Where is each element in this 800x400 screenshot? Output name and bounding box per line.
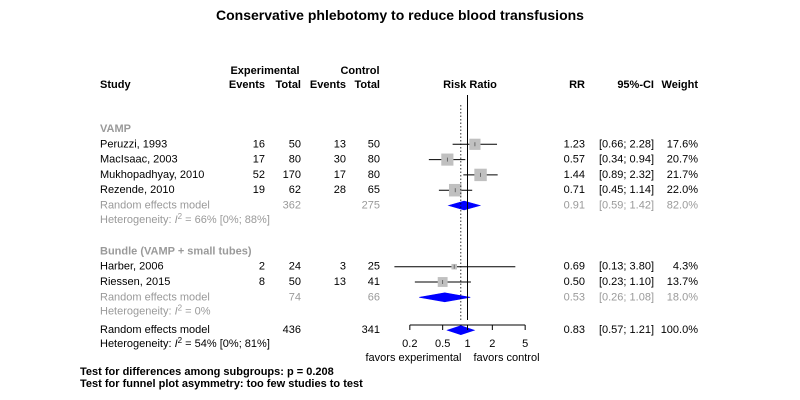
header-events-experimental: Events — [229, 79, 265, 91]
total-experimental: 62 — [289, 184, 301, 196]
ci-value: [0.45; 1.14] — [599, 184, 654, 196]
weight-value: 20.7% — [667, 154, 698, 166]
weight-value: 22.0% — [667, 184, 698, 196]
events-experimental: 16 — [253, 138, 265, 150]
ci-value: [0.34; 0.94] — [599, 154, 654, 166]
weight-value: 4.3% — [673, 261, 698, 273]
subgroup-total-control: 66 — [368, 291, 380, 303]
study-name: MacIsaac, 2003 — [100, 154, 178, 166]
total-experimental: 50 — [289, 138, 301, 150]
subgroup-pooled-label: Random effects model — [100, 291, 210, 303]
ci-value: [0.23; 1.10] — [599, 276, 654, 288]
footnote: Test for funnel plot asymmetry: too few … — [80, 378, 363, 390]
overall-total-experimental: 436 — [283, 324, 301, 336]
overall-heterogeneity: Heterogeneity: I2 = 54% [0%; 81%] — [100, 336, 270, 351]
header-study: Study — [100, 79, 131, 91]
study-name: Riessen, 2015 — [100, 276, 170, 288]
subgroup-weight: 18.0% — [667, 291, 698, 303]
subgroup-rr: 0.91 — [564, 200, 585, 212]
x-tick-label: 5 — [522, 338, 528, 350]
rr-value: 0.69 — [564, 261, 585, 273]
favors-experimental-label: favors experimental — [366, 352, 462, 364]
chart-title: Conservative phlebotomy to reduce blood … — [216, 7, 584, 23]
subgroup-weight: 82.0% — [667, 200, 698, 212]
weight-value: 21.7% — [667, 169, 698, 181]
study-name: Mukhopadhyay, 2010 — [100, 169, 204, 181]
header-events-control: Events — [310, 79, 346, 91]
overall-label: Random effects model — [100, 324, 210, 336]
total-experimental: 170 — [283, 169, 301, 181]
rr-value: 1.23 — [564, 138, 585, 150]
total-control: 65 — [368, 184, 380, 196]
total-control: 50 — [368, 138, 380, 150]
weight-value: 13.7% — [667, 276, 698, 288]
total-control: 80 — [368, 169, 380, 181]
subgroup-diamond — [419, 292, 471, 303]
header-total-control: Total — [355, 79, 380, 91]
header-control: Control — [340, 65, 379, 77]
rr-value: 0.57 — [564, 154, 585, 166]
overall-ci: [0.57; 1.21] — [599, 324, 654, 336]
favors-control-label: favors control — [474, 352, 540, 364]
study-name: Rezende, 2010 — [100, 184, 175, 196]
header-ci: 95%-CI — [617, 79, 654, 91]
overall-diamond — [446, 325, 476, 336]
subgroup-label: Bundle (VAMP + small tubes) — [100, 245, 252, 257]
subgroup-total-control: 275 — [362, 200, 380, 212]
overall-rr: 0.83 — [564, 324, 585, 336]
events-control: 30 — [334, 154, 346, 166]
subgroup-heterogeneity: Heterogeneity: I2 = 0% — [100, 303, 211, 318]
x-tick-label: 0.2 — [402, 338, 417, 350]
header-weight: Weight — [662, 79, 699, 91]
subgroup-ci: [0.59; 1.42] — [599, 200, 654, 212]
total-control: 41 — [368, 276, 380, 288]
header-risk-ratio: Risk Ratio — [443, 79, 497, 91]
x-tick-label: 0.5 — [435, 338, 450, 350]
total-experimental: 50 — [289, 276, 301, 288]
events-experimental: 52 — [253, 169, 265, 181]
subgroup-diamond — [447, 200, 482, 211]
subgroup-total-experimental: 362 — [283, 200, 301, 212]
ci-value: [0.13; 3.80] — [599, 261, 654, 273]
weight-value: 17.6% — [667, 138, 698, 150]
rr-value: 0.50 — [564, 276, 585, 288]
events-experimental: 2 — [259, 261, 265, 273]
x-tick-label: 2 — [489, 338, 495, 350]
events-control: 13 — [334, 138, 346, 150]
overall-total-control: 341 — [362, 324, 380, 336]
study-name: Peruzzi, 1993 — [100, 138, 167, 150]
total-experimental: 80 — [289, 154, 301, 166]
subgroup-label: VAMP — [100, 123, 131, 135]
subgroup-rr: 0.53 — [564, 291, 585, 303]
subgroup-pooled-label: Random effects model — [100, 200, 210, 212]
events-control: 3 — [340, 261, 346, 273]
total-control: 80 — [368, 154, 380, 166]
events-experimental: 19 — [253, 184, 265, 196]
header-rr: RR — [569, 79, 585, 91]
total-experimental: 24 — [289, 261, 301, 273]
subgroup-heterogeneity: Heterogeneity: I2 = 66% [0%; 88%] — [100, 211, 270, 226]
events-experimental: 17 — [253, 154, 265, 166]
header-total-experimental: Total — [276, 79, 301, 91]
study-name: Harber, 2006 — [100, 261, 164, 273]
events-experimental: 8 — [259, 276, 265, 288]
ci-value: [0.89; 2.32] — [599, 169, 654, 181]
subgroup-total-experimental: 74 — [289, 291, 301, 303]
footnote: Test for differences among subgroups: p … — [80, 366, 334, 378]
rr-value: 0.71 — [564, 184, 585, 196]
total-control: 25 — [368, 261, 380, 273]
ci-value: [0.66; 2.28] — [599, 138, 654, 150]
events-control: 28 — [334, 184, 346, 196]
x-tick-label: 1 — [464, 338, 470, 350]
rr-value: 1.44 — [564, 169, 585, 181]
overall-weight: 100.0% — [661, 324, 699, 336]
events-control: 13 — [334, 276, 346, 288]
header-experimental: Experimental — [230, 65, 299, 77]
subgroup-ci: [0.26; 1.08] — [599, 291, 654, 303]
events-control: 17 — [334, 169, 346, 181]
